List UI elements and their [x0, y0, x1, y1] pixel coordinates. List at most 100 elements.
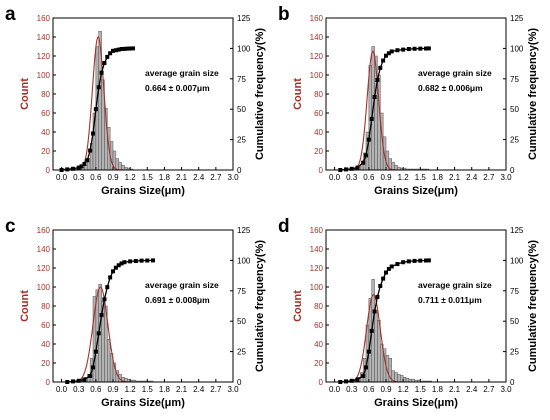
- y2-axis-title: Cumulative frequency(%): [254, 240, 266, 372]
- cumulative-marker: [111, 48, 115, 53]
- y-tick-label: 40: [314, 340, 323, 349]
- panel-letter: a: [5, 4, 16, 25]
- y-tick-label: 140: [310, 33, 324, 42]
- y2-tick-label: 50: [510, 317, 519, 326]
- cumulative-marker: [79, 164, 84, 169]
- cumulative-marker: [372, 95, 377, 100]
- x-tick-label: 1.5: [142, 385, 154, 394]
- cumulative-marker: [424, 46, 428, 51]
- y2-tick-label: 25: [237, 348, 246, 357]
- cumulative-marker: [145, 258, 150, 263]
- y-tick-label: 40: [41, 340, 50, 349]
- y-tick-label: 60: [41, 109, 50, 118]
- x-tick-label: 0.6: [90, 385, 102, 394]
- y2-tick-label: 75: [510, 75, 519, 84]
- y-tick-label: 140: [310, 245, 324, 254]
- y2-tick-label: 50: [510, 105, 519, 114]
- y-tick-label: 20: [41, 359, 50, 368]
- cumulative-marker: [381, 276, 386, 281]
- x-tick-label: 2.7: [483, 173, 495, 182]
- cumulative-marker: [369, 116, 374, 121]
- y-tick-label: 100: [310, 283, 324, 292]
- y-tick-label: 120: [37, 264, 51, 273]
- x-tick-label: 1.5: [415, 173, 427, 182]
- cumulative-marker: [71, 166, 75, 171]
- cumulative-curve: [67, 259, 154, 383]
- cumulative-marker: [93, 349, 98, 354]
- y-tick-label: 160: [37, 226, 51, 235]
- cumulative-marker: [111, 269, 115, 274]
- y-tick-label: 140: [37, 33, 51, 42]
- y2-tick-label: 75: [237, 75, 246, 84]
- cumulative-marker: [418, 258, 423, 263]
- x-axis-title: Grains Size(μm): [374, 185, 458, 197]
- x-tick-label: 3.0: [227, 385, 239, 394]
- cumulative-marker: [88, 373, 93, 378]
- cumulative-marker: [85, 158, 90, 163]
- y-tick-label: 120: [310, 264, 324, 273]
- cumulative-marker: [125, 46, 130, 51]
- cumulative-marker: [361, 160, 366, 165]
- x-tick-label: 1.2: [398, 173, 410, 182]
- cumulative-marker: [99, 70, 104, 75]
- cumulative-marker: [384, 53, 388, 58]
- y-tick-label: 20: [314, 147, 323, 156]
- y2-tick-label: 125: [510, 14, 524, 23]
- y-tick-label: 20: [41, 147, 50, 156]
- chart-panel-a: a0.0 0.3 0.6 0.9 1.2 1.5 1.8 2.1 2.4 2.7 3.0020406…: [5, 4, 266, 197]
- y2-tick-label: 75: [237, 287, 246, 296]
- cumulative-marker: [384, 270, 388, 275]
- y2-axis-title: Cumulative frequency(%): [254, 28, 266, 160]
- annotation-value: 0.682 ± 0.006μm: [418, 83, 483, 93]
- cumulative-marker: [113, 265, 118, 270]
- cumulative-marker: [412, 46, 417, 51]
- y2-tick-label: 0: [237, 378, 242, 387]
- y-tick-label: 120: [310, 52, 324, 61]
- x-tick-label: 1.2: [125, 173, 137, 182]
- cumulative-marker: [122, 46, 127, 51]
- y-axis-title: Count: [292, 78, 304, 110]
- x-tick-label: 3.0: [500, 173, 512, 182]
- y-tick-label: 40: [41, 128, 50, 137]
- y-axis-title: Count: [292, 290, 304, 322]
- cumulative-marker: [82, 161, 87, 166]
- cumulative-marker: [128, 259, 133, 264]
- cumulative-marker: [102, 297, 107, 302]
- y2-tick-label: 0: [510, 378, 515, 387]
- y-tick-label: 0: [319, 378, 324, 387]
- x-tick-label: 0.0: [329, 385, 341, 394]
- annotation-title: average grain size: [418, 280, 492, 290]
- chart-panel-c: c0.0 0.3 0.6 0.9 1.2 1.5 1.8 2.1 2.4 2.7 3.0020406…: [5, 216, 266, 409]
- cumulative-marker: [355, 165, 360, 170]
- x-tick-label: 0.6: [363, 173, 375, 182]
- cumulative-marker: [366, 349, 371, 354]
- cumulative-marker: [378, 283, 383, 288]
- panel-letter: c: [5, 216, 16, 237]
- y2-tick-label: 50: [237, 317, 246, 326]
- cumulative-marker: [381, 58, 386, 63]
- cumulative-marker: [82, 377, 87, 382]
- plot-frame: [52, 17, 234, 171]
- cumulative-marker: [133, 259, 138, 264]
- cumulative-marker: [412, 258, 417, 263]
- histogram-bar: [121, 165, 125, 171]
- chart-panel-d: d0.0 0.3 0.6 0.9 1.2 1.5 1.8 2.1 2.4 2.7 3.0020406…: [278, 216, 539, 409]
- cumulative-marker: [105, 54, 110, 59]
- annotation-title: average grain size: [418, 68, 492, 78]
- y-tick-label: 120: [37, 52, 51, 61]
- x-tick-label: 1.8: [159, 385, 171, 394]
- cumulative-marker: [116, 47, 121, 52]
- cumulative-marker: [389, 264, 394, 269]
- y2-tick-label: 0: [237, 166, 242, 175]
- cumulative-marker: [139, 258, 144, 263]
- cumulative-marker: [366, 137, 371, 142]
- cumulative-marker: [372, 309, 377, 314]
- cumulative-marker: [395, 48, 400, 53]
- annotation-title: average grain size: [145, 68, 219, 78]
- cumulative-marker: [406, 259, 411, 264]
- y2-tick-label: 25: [510, 348, 519, 357]
- cumulative-marker: [93, 107, 98, 112]
- x-tick-label: 0.9: [380, 385, 392, 394]
- histogram-bar: [394, 372, 398, 383]
- cumulative-marker: [378, 65, 383, 70]
